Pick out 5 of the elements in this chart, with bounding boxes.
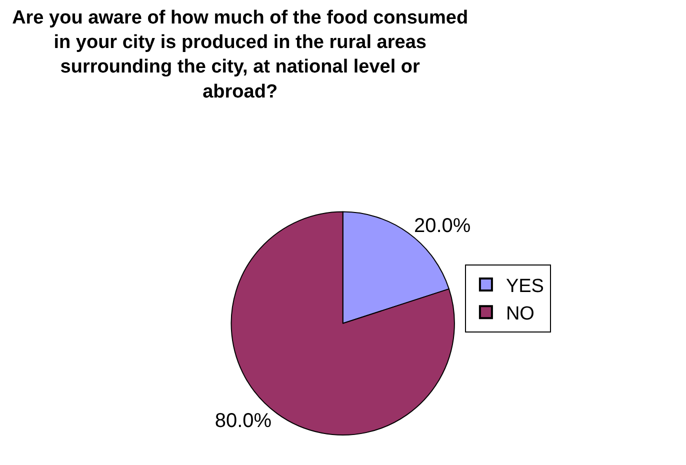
legend-label: YES [506,276,544,297]
data-label: 20.0% [414,214,471,237]
legend-label: NO [506,304,534,325]
chart-title: Are you aware of how much of the food consumed in your city is produced in the rural areas surrounding the city, at national level or abroad? [12,7,468,102]
data-label: 80.0% [214,410,272,432]
